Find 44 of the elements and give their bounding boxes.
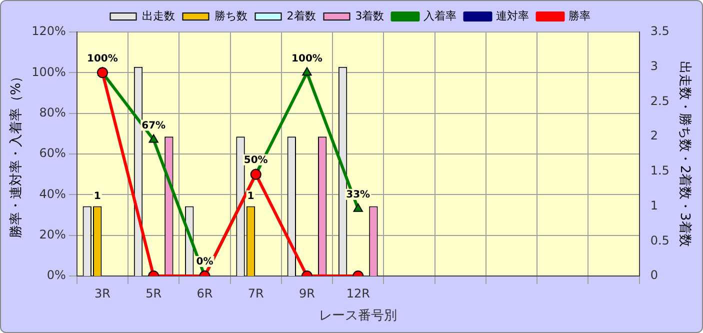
x-tick-label: 9R	[298, 286, 315, 300]
y-tick-label: 60%	[39, 146, 66, 160]
y2-tick-label: 0	[650, 268, 658, 282]
y-tick-label: 20%	[39, 227, 66, 242]
data-label: 50%	[244, 154, 268, 166]
data-label: 33%	[346, 189, 370, 200]
data-label: 1	[247, 190, 254, 202]
point	[148, 134, 158, 143]
y2-tick-label: 2.5	[650, 94, 670, 108]
x-tick-label: 7R	[248, 286, 264, 300]
x-tick-label: 6R	[196, 286, 213, 300]
y2-tick-label: 1	[650, 198, 658, 212]
y-tick-label: 100%	[32, 64, 66, 79]
x-tick-label: 5R	[146, 286, 162, 300]
x-axis-title: レース番号別	[319, 308, 398, 324]
y2-tick-label: 3.5	[650, 24, 670, 38]
x-tick-label: 3R	[94, 286, 110, 300]
data-label: 1	[94, 190, 101, 202]
y-tick-label: 120%	[32, 24, 66, 38]
y-tick-label: 80%	[39, 105, 66, 120]
legend-label: 連対率	[496, 9, 530, 22]
point	[302, 67, 312, 76]
point	[250, 168, 262, 180]
y2-tick-label: 2	[650, 128, 658, 143]
data-label: 100%	[292, 53, 322, 64]
y-tick-label: 0%	[46, 268, 66, 282]
legend-label: 入着率	[424, 9, 457, 22]
x-tick-label: 12R	[346, 286, 370, 300]
legend-label: 勝率	[568, 9, 591, 22]
point	[96, 67, 108, 78]
legend-label: 勝ち数	[214, 9, 248, 22]
data-label: 100%	[87, 53, 118, 64]
y2-axis-title: 出走数・勝ち数・2着数・3着数	[676, 61, 693, 247]
data-label: 67%	[142, 120, 166, 132]
y-axis-title: 勝率・連対率・入着率（%）	[8, 70, 24, 238]
y2-tick-label: 1.5	[650, 164, 670, 178]
y2-tick-label: 3	[650, 58, 658, 73]
legend-label: 3着数	[355, 9, 384, 22]
y-tick-label: 40%	[39, 186, 66, 201]
legend-label: 2着数	[286, 9, 316, 22]
y2-tick-label: 0.5	[650, 233, 670, 248]
legend-label: 出走数	[142, 9, 175, 22]
data-label: 0%	[196, 256, 214, 268]
point	[353, 203, 363, 212]
